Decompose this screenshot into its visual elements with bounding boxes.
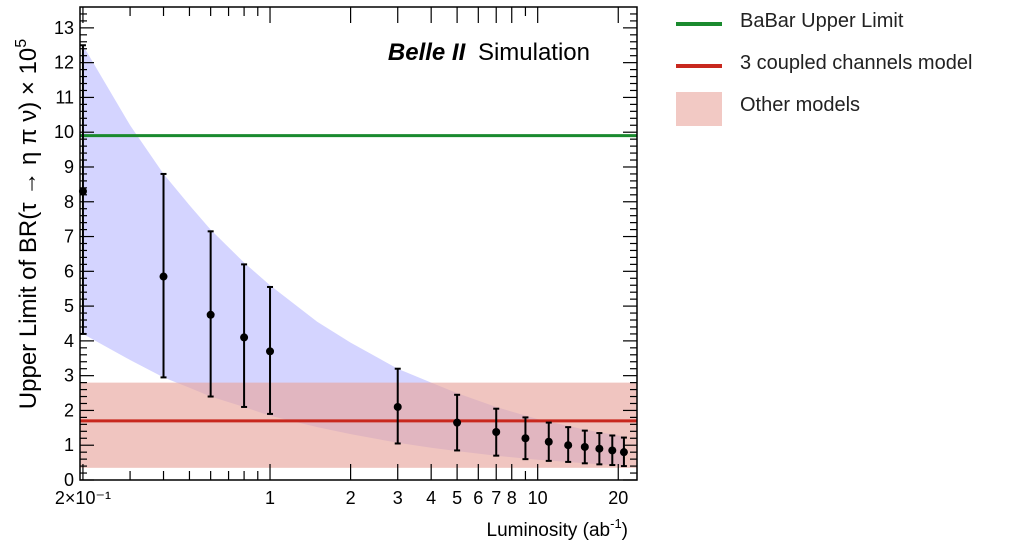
legend-item: BaBar Upper Limit [676,6,1026,48]
legend-label: BaBar Upper Limit [740,10,904,32]
x-axis-title-exponent: -1 [610,516,622,531]
y-tick-label: 10 [54,122,74,142]
y-tick-label: 7 [64,227,74,247]
x-axis-title: Luminosity (ab-1) [487,516,628,541]
legend: BaBar Upper Limit 3 coupled channels mode… [676,6,1026,132]
x-tick-label: 4 [426,488,436,508]
y-tick-label: 9 [64,157,74,177]
data-point [453,418,462,427]
data-point [619,448,628,457]
other-models-band [80,382,637,468]
y-tick-label: 12 [54,53,74,73]
chart-annotation: Belle II Simulation [388,39,590,66]
annotation-bold: Belle II [388,39,467,66]
legend-label: Other models [740,94,861,116]
y-axis-title-text: Upper Limit of BR(τ → η π ν) × 10 [15,48,42,410]
data-point [608,446,617,455]
y-axis-title-exponent: 5 [13,39,30,48]
data-point [206,310,215,319]
y-axis-title: Upper Limit of BR(τ → η π ν) × 105 [13,39,42,410]
data-point [266,347,275,356]
legend-item: 3 coupled channels model [676,48,1026,90]
y-tick-label: 5 [64,296,74,316]
x-tick-label: 2×10⁻¹ [55,488,111,508]
projection-band [82,45,624,466]
y-tick-label: 3 [64,366,74,386]
legend-label: 3 coupled channels model [740,52,973,74]
data-point [564,441,573,450]
y-tick-label: 13 [54,18,74,38]
y-tick-label: 1 [64,435,74,455]
data-point [580,442,589,451]
y-tick-label: 2 [64,400,74,420]
legend-item: Other models [676,90,1026,132]
y-tick-label: 8 [64,192,74,212]
annotation-normal: Simulation [478,39,590,66]
x-tick-label: 1 [265,488,275,508]
x-axis-title-suffix: ) [622,520,628,541]
data-point [78,187,87,196]
x-tick-label: 7 [491,488,501,508]
data-point [521,434,530,443]
data-point [240,333,249,342]
legend-swatch [676,22,722,26]
data-point [595,444,604,453]
legend-swatch [676,92,722,126]
y-tick-label: 4 [64,331,74,351]
y-tick-label: 6 [64,261,74,281]
legend-swatch [676,64,722,68]
y-tick-label: 0 [64,470,74,490]
x-tick-label: 8 [507,488,517,508]
data-point [544,437,553,446]
data-point [393,402,402,411]
x-tick-label: 2 [346,488,356,508]
x-tick-label: 3 [393,488,403,508]
x-tick-label: 5 [452,488,462,508]
data-point [492,428,501,437]
x-tick-label: 6 [473,488,483,508]
x-tick-label: 20 [608,488,628,508]
x-axis-title-text: Luminosity (ab [487,520,611,541]
x-tick-label: 10 [528,488,548,508]
data-point [159,272,168,281]
y-tick-label: 11 [55,87,74,107]
